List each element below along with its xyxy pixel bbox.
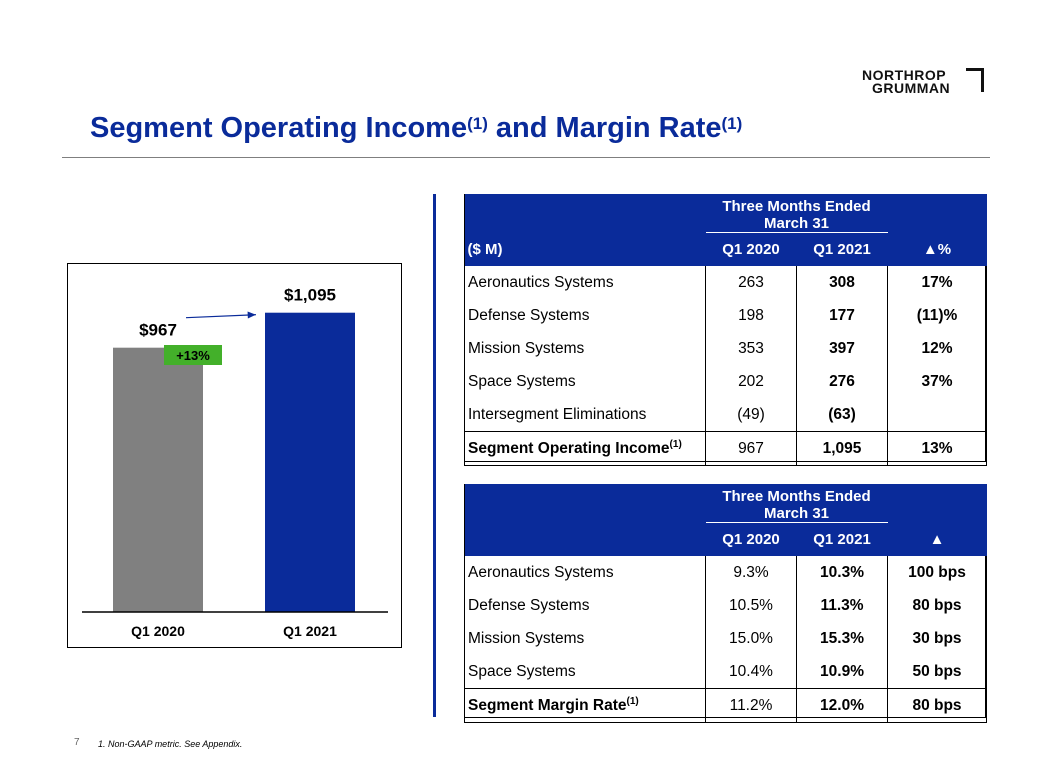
row-label: Aeronautics Systems (464, 266, 706, 299)
value-change: 30 bps (887, 622, 988, 655)
bar-chart: $967 Q1 2020 $1,095 Q1 2021 +13% (82, 286, 388, 639)
total-label: Segment Operating Income(1) (464, 431, 706, 466)
value-change (887, 398, 988, 432)
value-change: 37% (887, 365, 988, 398)
title-mid: and Margin Rate (487, 112, 722, 144)
value-q1-2020: 10.4% (705, 655, 797, 689)
footnote: 1. Non-GAAP metric. See Appendix. (98, 739, 243, 749)
margin-table: Three Months Ended March 31 Q1 2020 Q1 2… (464, 484, 988, 723)
table-row: Mission Systems 353 397 12% (464, 332, 988, 365)
value-change: 80 bps (887, 589, 988, 622)
value-q1-2020: 263 (705, 266, 797, 299)
table-row: Aeronautics Systems 9.3% 10.3% 100 bps (464, 556, 988, 589)
row-label: Mission Systems (464, 622, 706, 655)
row-label: Intersegment Eliminations (464, 398, 706, 432)
northrop-grumman-logo: NORTHROP GRUMMAN (858, 66, 992, 96)
value-q1-2020: 353 (705, 332, 797, 365)
vertical-divider (433, 194, 436, 717)
value-q1-2021: 11.3% (795, 589, 889, 622)
table-row: Intersegment Eliminations (49) (63) (464, 398, 988, 432)
title-divider (62, 157, 990, 158)
margin-col-q1-2021: Q1 2021 (813, 531, 871, 548)
value-q1-2021: 15.3% (795, 622, 889, 655)
page-title: Segment Operating Income(1) and Margin R… (90, 112, 742, 145)
income-col-change: ▲% (922, 241, 952, 258)
page-number: 7 (74, 737, 80, 748)
growth-badge-label: +13% (176, 348, 210, 363)
table-total-row: Segment Margin Rate(1) 11.2% 12.0% 80 bp… (464, 688, 988, 723)
category-label: Q1 2021 (283, 623, 337, 639)
growth-arrow (185, 314, 257, 319)
income-unit-label: ($ M) (467, 241, 503, 258)
growth-badge (164, 345, 222, 365)
margin-group-header: Three Months Ended March 31 (705, 484, 888, 523)
value-q1-2020: 198 (705, 299, 797, 332)
table-row: Mission Systems 15.0% 15.3% 30 bps (464, 622, 988, 655)
margin-col-change: ▲ (929, 531, 945, 548)
value-q1-2021: 397 (795, 332, 889, 365)
title-main: Segment Operating Income (90, 112, 468, 144)
value-change: 100 bps (887, 556, 988, 589)
category-label: Q1 2020 (131, 623, 185, 639)
row-label: Aeronautics Systems (464, 556, 706, 589)
value-q1-2020: 10.5% (705, 589, 797, 622)
growth-arrow-head (247, 311, 256, 319)
row-label: Space Systems (464, 365, 706, 398)
value-q1-2021: 308 (795, 266, 889, 299)
value-q1-2021: 276 (795, 365, 889, 398)
value-change: 17% (887, 266, 988, 299)
logo-line-1: NORTHROP (862, 67, 947, 83)
row-label: Space Systems (464, 655, 706, 689)
total-q1-2021: 1,095 (795, 431, 889, 466)
value-change: 12% (887, 332, 988, 365)
bar (265, 312, 355, 612)
value-q1-2021: 10.9% (795, 655, 889, 689)
value-q1-2020: 202 (705, 365, 797, 398)
logo-bracket-mark (966, 68, 984, 92)
value-q1-2020: 15.0% (705, 622, 797, 655)
income-group-header: Three Months Ended March 31 (705, 194, 888, 233)
row-label: Defense Systems (464, 299, 706, 332)
table-row: Space Systems 10.4% 10.9% 50 bps (464, 655, 988, 689)
total-change: 80 bps (887, 688, 988, 723)
total-change: 13% (887, 431, 988, 466)
table-row: Space Systems 202 276 37% (464, 365, 988, 398)
total-label: Segment Margin Rate(1) (464, 688, 706, 723)
total-q1-2020: 11.2% (705, 688, 797, 723)
row-label: Defense Systems (464, 589, 706, 622)
table-row: Defense Systems 198 177 (11)% (464, 299, 988, 332)
bar (113, 347, 203, 612)
title-footnote-ref-1: (1) (467, 114, 488, 133)
value-q1-2020: (49) (705, 398, 797, 432)
margin-col-q1-2020: Q1 2020 (722, 531, 780, 548)
table-row: Defense Systems 10.5% 11.3% 80 bps (464, 589, 988, 622)
income-col-q1-2021: Q1 2021 (813, 241, 871, 258)
total-q1-2021: 12.0% (795, 688, 889, 723)
income-col-q1-2020: Q1 2020 (722, 241, 780, 258)
total-q1-2020: 967 (705, 431, 797, 466)
income-table: Three Months Ended March 31 ($ M) Q1 202… (464, 194, 988, 466)
logo-line-2: GRUMMAN (872, 80, 951, 96)
value-q1-2020: 9.3% (705, 556, 797, 589)
row-label: Mission Systems (464, 332, 706, 365)
bar-chart-panel: $967 Q1 2020 $1,095 Q1 2021 +13% (67, 263, 402, 648)
table-total-row: Segment Operating Income(1) 967 1,095 13… (464, 431, 988, 466)
value-change: 50 bps (887, 655, 988, 689)
bar-value-label: $1,095 (284, 286, 336, 305)
value-q1-2021: (63) (795, 398, 889, 432)
bar-value-label: $967 (139, 321, 177, 340)
value-change: (11)% (887, 299, 988, 332)
title-footnote-ref-2: (1) (721, 114, 743, 133)
value-q1-2021: 177 (795, 299, 889, 332)
value-q1-2021: 10.3% (795, 556, 889, 589)
table-row: Aeronautics Systems 263 308 17% (464, 266, 988, 299)
